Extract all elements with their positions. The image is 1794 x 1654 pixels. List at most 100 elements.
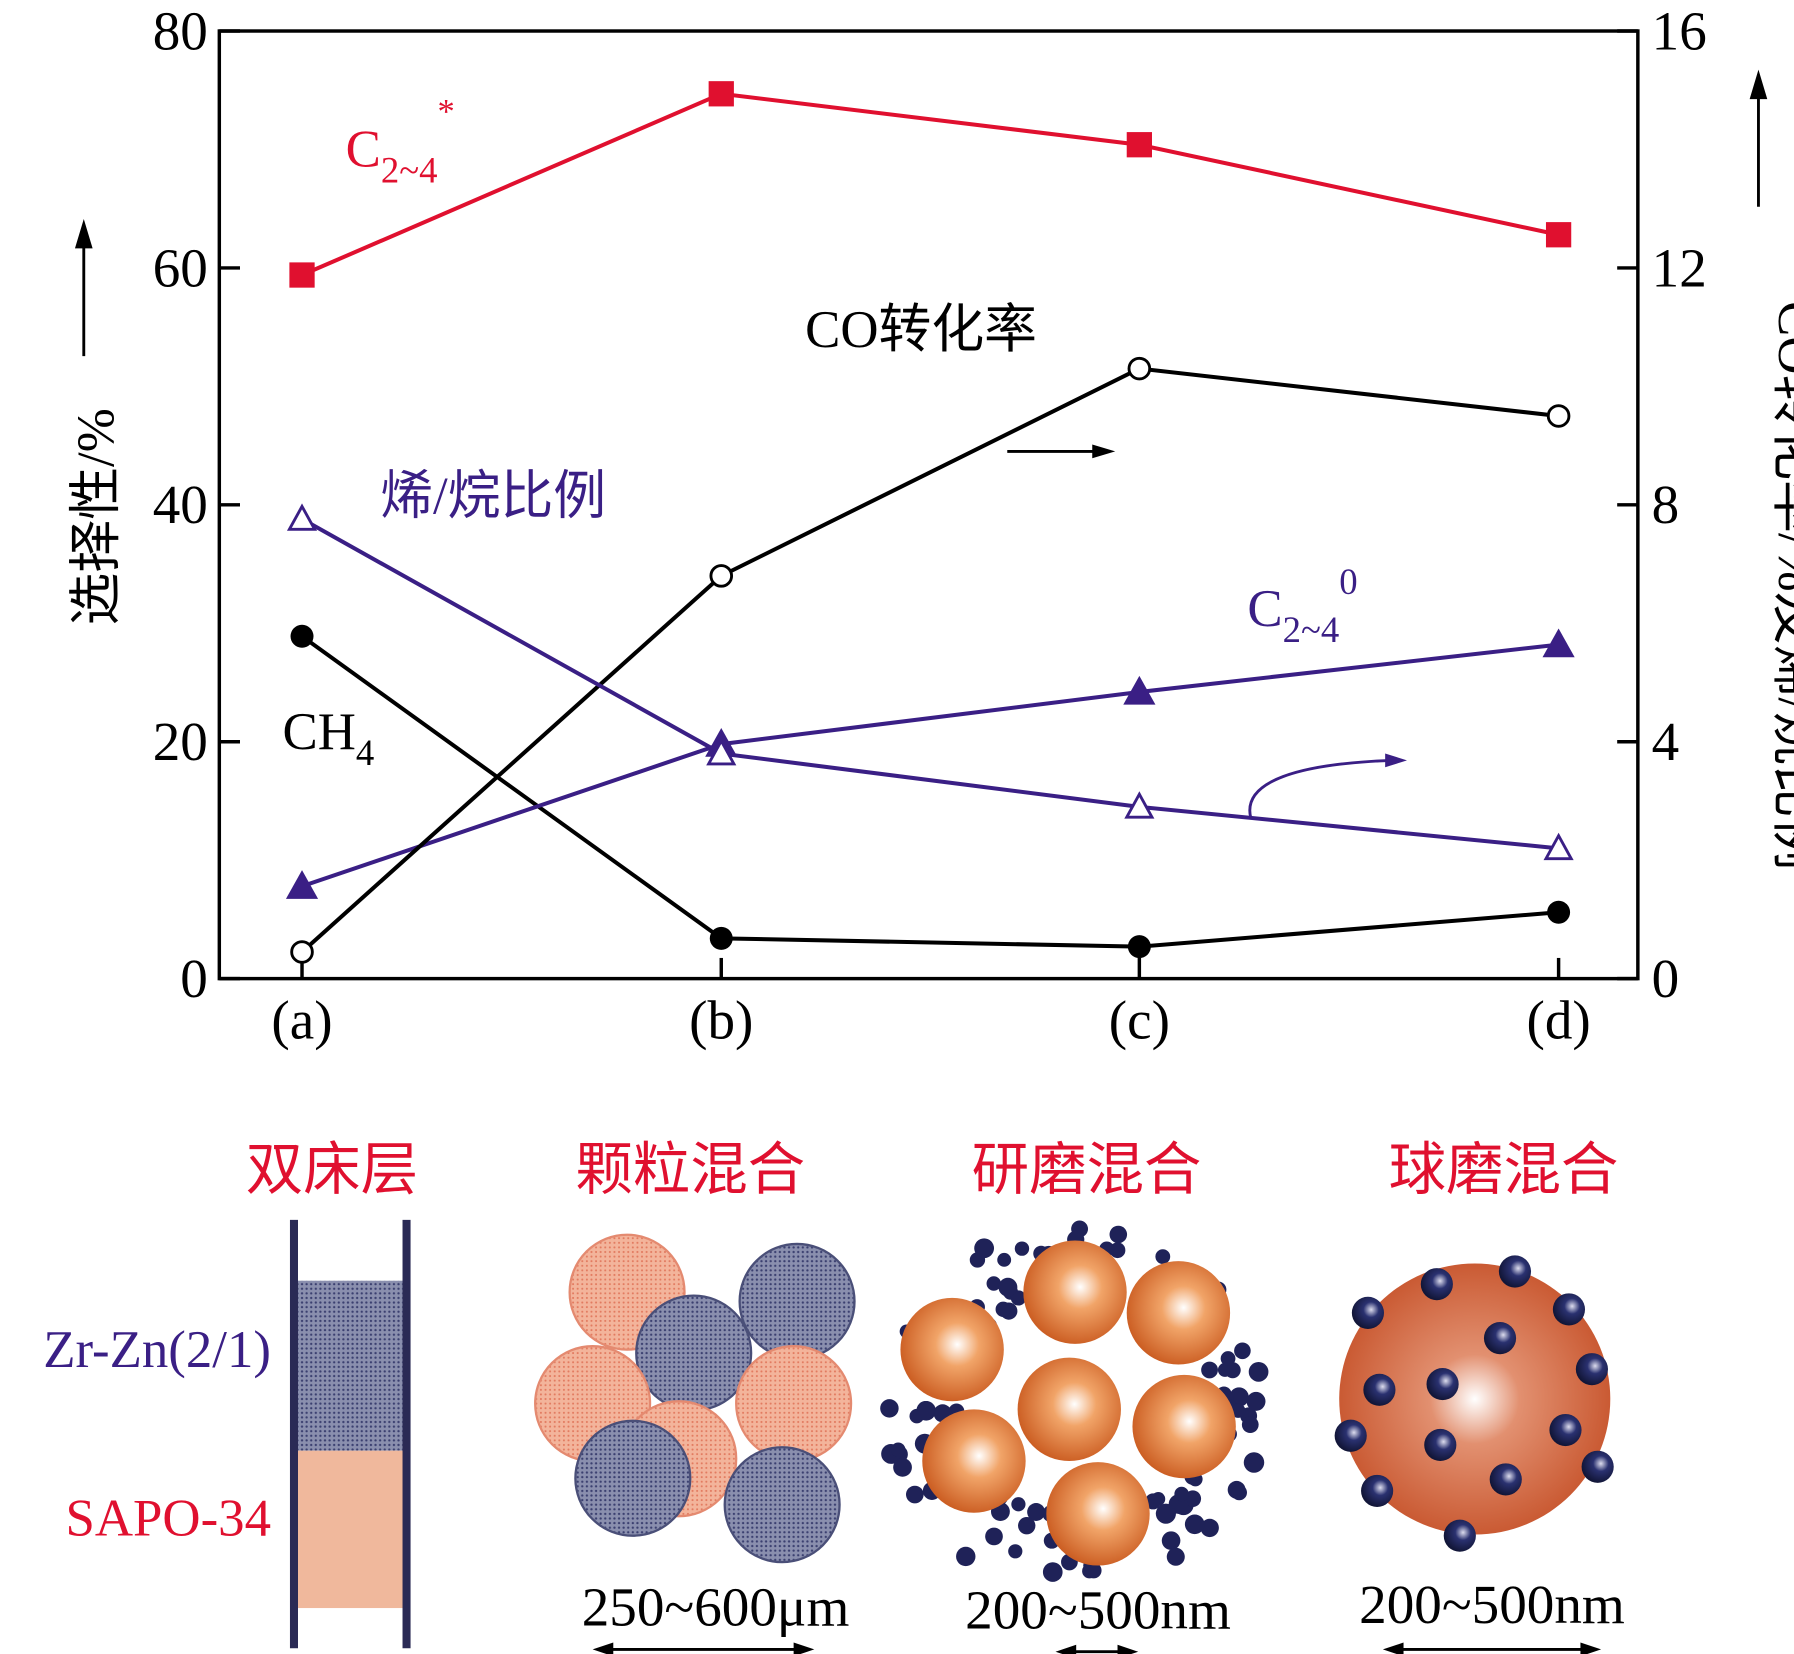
series-line	[300, 366, 1559, 954]
y-right-tick-label: 0	[1652, 948, 1680, 1009]
series-line	[301, 642, 1559, 889]
zrzn-particle	[1334, 1419, 1367, 1452]
y-right-tick-label: 16	[1652, 0, 1707, 61]
y-left-tick-label: 20	[153, 711, 208, 772]
title-ball-milling: 球磨混合	[1389, 1139, 1619, 1202]
y-right-tick-label: 8	[1652, 474, 1680, 535]
sapo-sphere	[1126, 1261, 1231, 1365]
series-line	[300, 634, 1559, 949]
label-ch4: CH4	[282, 703, 374, 773]
zrzn-particle	[1426, 1367, 1459, 1401]
zrzn-particle	[1363, 1373, 1396, 1406]
size-granule: 250~600μm	[582, 1576, 850, 1637]
zrzn-particle	[574, 1419, 692, 1537]
size-grinding: 200~500nm	[965, 1580, 1231, 1641]
data-point-circle	[709, 926, 733, 950]
zrzn-grain	[1014, 1241, 1030, 1256]
zrzn-particle	[1549, 1413, 1582, 1447]
zrzn-particle	[1575, 1353, 1608, 1386]
arrow-head	[1382, 1642, 1404, 1654]
zrzn-grain	[1241, 1416, 1259, 1434]
dual-bed-reactor	[289, 1219, 411, 1649]
zrzn-grain	[1155, 1503, 1176, 1524]
arrow-right-icon	[1007, 444, 1116, 459]
x-tick-label: (b)	[689, 989, 753, 1050]
sapo-sphere	[900, 1297, 1004, 1402]
zrzn-particle	[1443, 1519, 1476, 1552]
zrzn-grain	[1161, 1531, 1181, 1550]
zrzn-grain	[1201, 1361, 1218, 1379]
title-dual-bed: 双床层	[246, 1139, 418, 1202]
zrzn-particle	[1424, 1428, 1457, 1462]
zrzn-particle	[635, 1294, 753, 1412]
sapo-sphere	[1017, 1357, 1121, 1462]
y-left-label: 选择性/%	[68, 408, 126, 625]
data-point-square	[1545, 222, 1572, 248]
zrzn-grain	[1027, 1503, 1046, 1521]
zrzn-particle	[1351, 1296, 1385, 1329]
zrzn-grain	[986, 1276, 1001, 1291]
zrzn-grain	[1166, 1547, 1185, 1566]
zrzn-grain	[1174, 1486, 1189, 1502]
zrzn-particle	[1420, 1268, 1453, 1301]
sapo-sphere	[1339, 1263, 1611, 1535]
zrzn-particle	[1489, 1463, 1522, 1496]
zrzn-grain	[1200, 1518, 1219, 1538]
data-point-open-triangle	[706, 737, 737, 766]
sapo-sphere	[1132, 1374, 1236, 1479]
curved-arrow-icon	[1248, 753, 1407, 819]
y-right-tick-label: 12	[1652, 237, 1707, 298]
granule-mixture	[534, 1233, 856, 1564]
zrzn-grain	[916, 1400, 935, 1419]
zrzn-grain	[1085, 1562, 1102, 1579]
x-tick-label: (c)	[1109, 989, 1170, 1050]
zrzn-grain	[985, 1527, 1003, 1546]
size-ball: 200~500nm	[1359, 1574, 1625, 1635]
y-left-tick-label: 40	[153, 474, 208, 535]
zrzn-grain	[1234, 1342, 1251, 1360]
y-left-tick-label: 0	[180, 948, 208, 1009]
zrzn-grain	[1145, 1493, 1162, 1510]
zrzn-grain	[1010, 1290, 1026, 1306]
data-point-square	[708, 81, 734, 107]
zrzn-grain	[1011, 1497, 1026, 1512]
zrzn-particle	[1498, 1255, 1532, 1288]
label-c24-star: C2~4*	[346, 93, 455, 191]
zrzn-particle	[738, 1242, 856, 1360]
sapo-particle	[735, 1345, 853, 1463]
zrzn-grain	[974, 1238, 995, 1259]
zrzn-grain	[890, 1442, 906, 1458]
mixing-illustrations: 双床层 颗粒混合 研磨混合 球磨混合 Zr-Zn(2/1) SAPO-34 25…	[43, 1139, 1625, 1654]
label-c24-0: C2~40	[1247, 561, 1357, 650]
zrzn-grain	[998, 1277, 1018, 1297]
zrzn-grain	[893, 1457, 912, 1477]
zrzn-grain	[905, 1485, 924, 1504]
data-point-circle	[1127, 935, 1151, 959]
label-zrzn: Zr-Zn(2/1)	[43, 1321, 271, 1379]
label-co-conversion: CO转化率	[805, 301, 1037, 359]
zrzn-particle	[1552, 1293, 1586, 1326]
arrow-head	[1055, 1644, 1077, 1654]
data-point-open-triangle	[1543, 832, 1574, 861]
data-point-square	[289, 262, 315, 288]
title-grinding-mixing: 研磨混合	[972, 1139, 1202, 1202]
data-point-circle	[1547, 900, 1571, 924]
data-point-open-triangle	[1124, 791, 1155, 819]
label-olefin-paraffin: 烯/烷比例	[380, 467, 606, 525]
series-line	[301, 91, 1560, 277]
data-point-open-circle	[290, 940, 314, 964]
sapo-sphere	[1023, 1240, 1127, 1344]
sapo-sphere	[1046, 1462, 1150, 1566]
zrzn-grain	[1243, 1452, 1265, 1473]
double-arrow-icon	[592, 1642, 1602, 1654]
series-line	[301, 517, 1559, 851]
zrzn-grain	[1220, 1351, 1236, 1366]
data-point-open-circle	[1546, 404, 1571, 428]
zrzn-grain	[880, 1399, 899, 1418]
data-point-open-triangle	[286, 503, 318, 531]
y-right-label: CO转化率/%及烯/烷比例	[1767, 301, 1794, 870]
arrow-head	[1580, 1642, 1602, 1654]
data-point-open-circle	[709, 564, 734, 588]
y-left-tick-label: 60	[153, 237, 208, 298]
arrow-head	[1117, 1644, 1139, 1654]
